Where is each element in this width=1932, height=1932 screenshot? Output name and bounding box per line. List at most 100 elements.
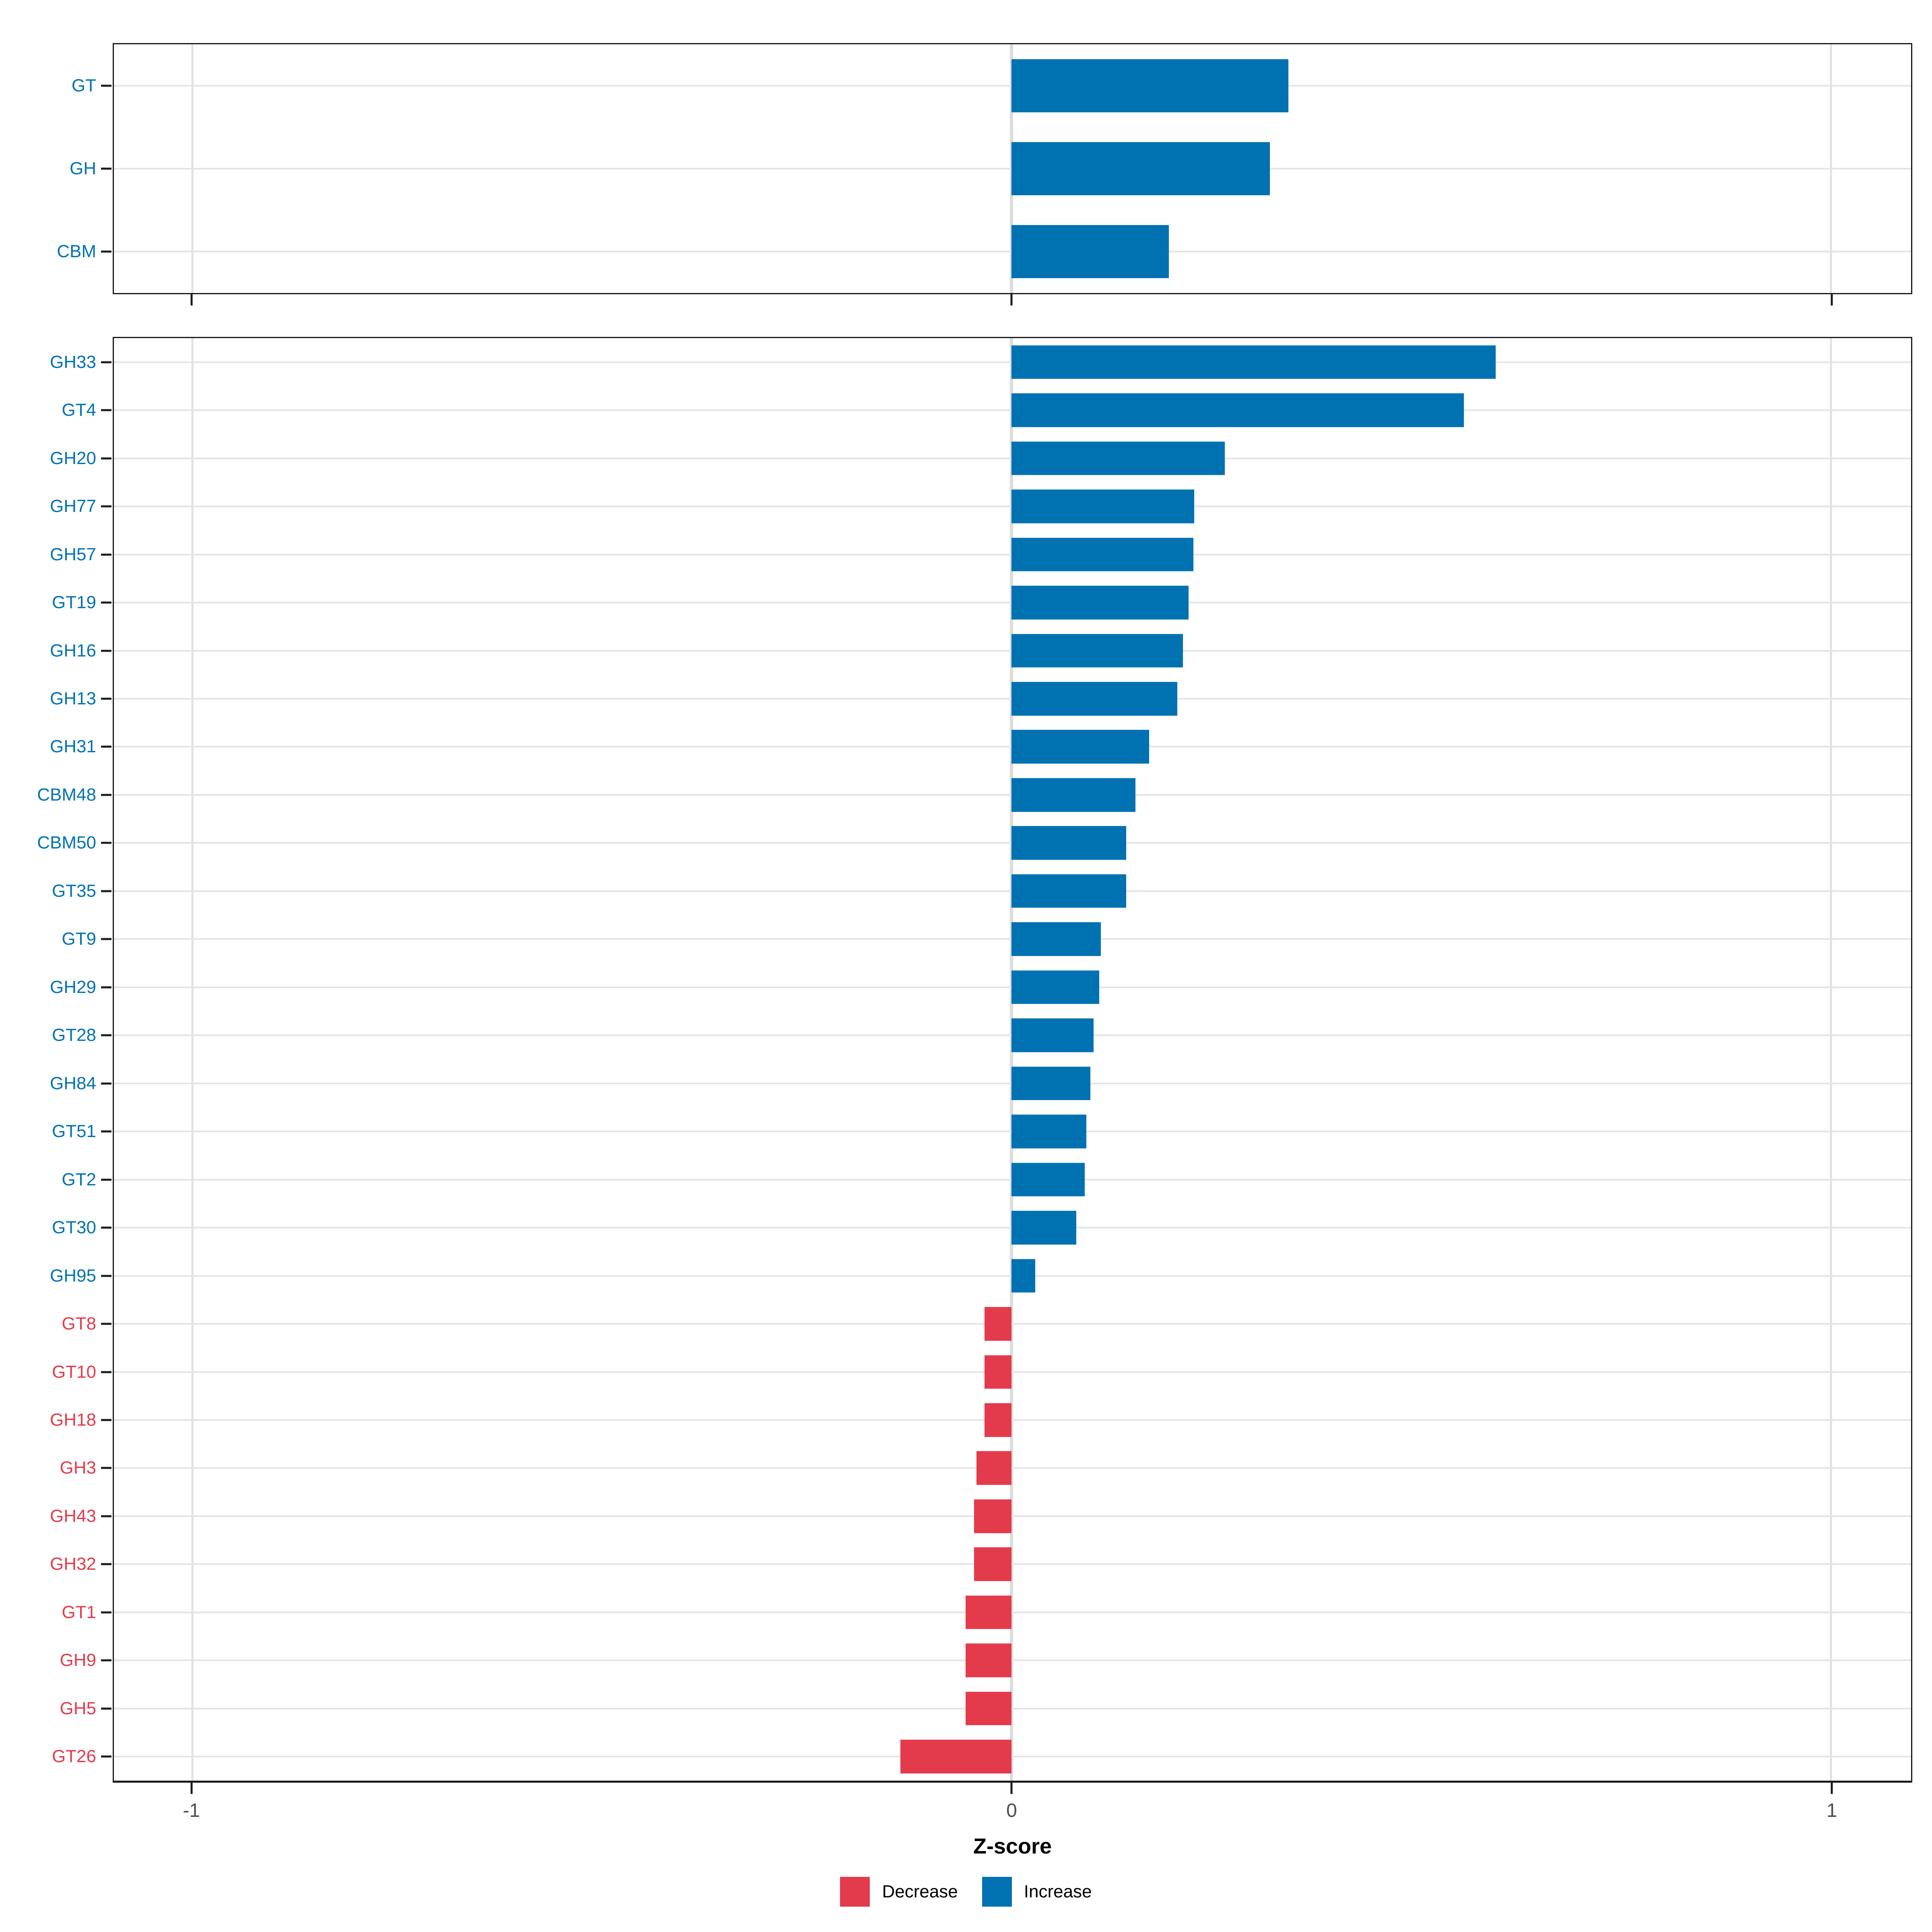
bar-GH13	[1011, 682, 1177, 716]
y-tick-GT51	[101, 1130, 111, 1133]
bar-GT19	[1011, 586, 1189, 619]
vertical-gridline-0	[1010, 338, 1013, 1781]
x-tick-label-1: 1	[1826, 1800, 1837, 1821]
y-tick-GH13	[101, 698, 111, 700]
y-label-GT9: GT9	[62, 929, 96, 949]
y-label-GH84: GH84	[50, 1073, 96, 1093]
x-tick-mark-1	[1831, 1783, 1833, 1794]
y-tick-GH3	[101, 1467, 111, 1469]
panel-summary: GT GH CBM	[57, 43, 1912, 294]
bar-GH20	[1011, 441, 1225, 475]
y-label-GH3: GH3	[60, 1458, 96, 1478]
vertical-gridline--1	[191, 338, 194, 1781]
y-label-CBM50: CBM50	[37, 833, 96, 853]
y-label-GT8: GT8	[62, 1314, 96, 1334]
legend: Decrease Increase	[0, 1872, 1932, 1912]
y-label-GT2: GT2	[62, 1169, 96, 1189]
y-tick-GH16	[101, 650, 111, 652]
y-label-GT26: GT26	[52, 1746, 96, 1767]
y-label-GH20: GH20	[50, 448, 96, 468]
y-tick-GT26	[101, 1755, 111, 1758]
bar-GH31	[1011, 730, 1150, 764]
y-tick-GT35	[101, 890, 111, 892]
y-label-GT35: GT35	[52, 881, 96, 901]
bar-CBM	[1011, 225, 1169, 278]
x-tick-mark-1	[1831, 294, 1833, 305]
y-label-GT28: GT28	[52, 1025, 96, 1045]
horizontal-gridline-GH5	[114, 1707, 1911, 1709]
legend-label-decrease: Decrease	[882, 1882, 958, 1901]
horizontal-gridline-GH9	[114, 1660, 1911, 1662]
y-tick-GH20	[101, 457, 111, 460]
y-tick-GH84	[101, 1082, 111, 1085]
bar-GT10	[985, 1355, 1012, 1389]
y-label-GH5: GH5	[60, 1698, 96, 1718]
y-tick-GT30	[101, 1226, 111, 1229]
y-label-GT1: GT1	[62, 1602, 96, 1622]
bar-GH18	[985, 1403, 1012, 1437]
bar-GT30	[1011, 1211, 1077, 1245]
bar-GH5	[966, 1691, 1012, 1726]
x-tick-label-0: 0	[1006, 1800, 1017, 1821]
y-label-GH13: GH13	[50, 689, 96, 708]
horizontal-gridline-GH32	[114, 1563, 1911, 1565]
bar-GT	[1011, 59, 1289, 112]
y-label-GH32: GH32	[50, 1554, 96, 1574]
x-axis-tick-labels: -1 0 1	[113, 1801, 1912, 1825]
y-tick-GH33	[101, 361, 111, 363]
y-tick-GT8	[101, 1323, 111, 1325]
increase-color-swatch	[982, 1877, 1012, 1907]
y-tick-GT9	[101, 938, 111, 940]
bar-CBM50	[1011, 826, 1127, 860]
y-tick-CBM50	[101, 842, 111, 844]
y-tick-GT4	[101, 409, 111, 411]
bar-GT51	[1011, 1115, 1086, 1148]
y-label-GH43: GH43	[50, 1506, 96, 1526]
horizontal-gridline-GH18	[114, 1419, 1911, 1421]
y-label-GT: GT	[71, 76, 96, 95]
y-label-GH29: GH29	[50, 977, 96, 997]
y-label-GH18: GH18	[50, 1410, 96, 1430]
y-tick-GH29	[101, 986, 111, 989]
vertical-gridline-1	[1830, 338, 1832, 1781]
y-label-GH16: GH16	[50, 640, 96, 661]
horizontal-gridline-GT26	[114, 1756, 1911, 1758]
horizontal-gridline-GH43	[114, 1515, 1911, 1517]
y-tick-GT2	[101, 1179, 111, 1181]
y-label-GT10: GT10	[52, 1362, 96, 1382]
y-tick-CBM48	[101, 794, 111, 796]
panel-families: GH33 GT4 GH20 GH77 GH57 GT19 GH16 GH13 GH31 CBM48…	[37, 337, 1912, 1783]
y-label-GH77: GH77	[50, 496, 96, 516]
y-label-GH95: GH95	[50, 1265, 96, 1286]
x-tick-mark-0	[1010, 1783, 1013, 1794]
y-label-CBM: CBM	[57, 242, 96, 261]
bar-GH57	[1011, 537, 1194, 572]
bar-GH	[1011, 142, 1270, 195]
bar-GH95	[1011, 1259, 1036, 1293]
bar-GT2	[1011, 1162, 1085, 1197]
horizontal-gridline-GT10	[114, 1371, 1911, 1373]
y-label-GH57: GH57	[50, 544, 96, 564]
bar-GH84	[1011, 1066, 1090, 1100]
bar-GH29	[1011, 970, 1100, 1004]
bar-GH33	[1011, 345, 1496, 379]
x-axis-ticks-top-panel	[113, 294, 1912, 306]
y-tick-GT10	[101, 1371, 111, 1373]
y-label-GH33: GH33	[50, 352, 96, 372]
y-tick-GH	[101, 167, 111, 170]
bar-GH16	[1011, 634, 1183, 668]
x-axis-title: Z-score	[973, 1834, 1052, 1858]
x-tick-mark--1	[190, 294, 193, 305]
y-tick-GH31	[101, 745, 111, 748]
y-label-GT51: GT51	[52, 1121, 96, 1141]
y-label-GT30: GT30	[52, 1218, 96, 1238]
y-tick-GH57	[101, 553, 111, 556]
bar-GH9	[966, 1643, 1012, 1678]
y-tick-GH5	[101, 1707, 111, 1710]
y-label-GT19: GT19	[52, 592, 96, 613]
y-tick-GT1	[101, 1611, 111, 1614]
y-tick-GH43	[101, 1515, 111, 1517]
y-label-GH9: GH9	[60, 1650, 96, 1670]
y-tick-GH77	[101, 505, 111, 508]
